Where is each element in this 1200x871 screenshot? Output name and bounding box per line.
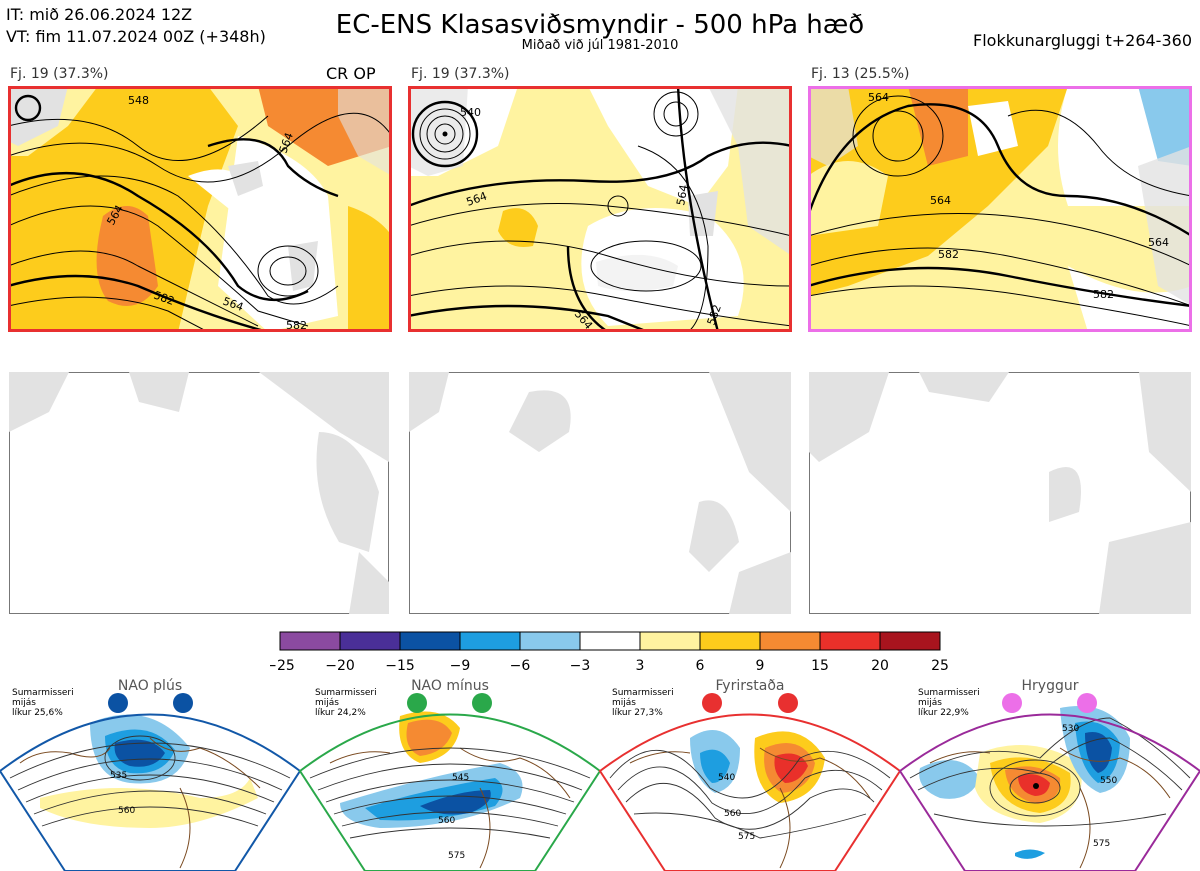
regime-note: Sumarmisseri xyxy=(918,688,980,698)
page-title: EC-ENS Klasasviðsmyndir - 500 hPa hæð xyxy=(335,10,865,40)
empty-map-2 xyxy=(409,372,791,614)
regime-note: líkur 24,2% xyxy=(315,708,366,718)
colorbar-tick-label: 3 xyxy=(636,658,645,674)
regime-note: Sumarmisseri xyxy=(315,688,377,698)
cluster-1-label: Fj. 19 (37.3%) xyxy=(10,66,109,82)
contour-label: 535 xyxy=(110,771,127,781)
colorbar-tick-label: 20 xyxy=(871,658,889,674)
regime-note: mijás xyxy=(315,698,339,708)
init-time: IT: mið 26.06.2024 12Z xyxy=(6,5,193,24)
colorbar: −25 −20 −15 −9 −6 −3 3 6 9 15 20 25 xyxy=(270,631,949,674)
contour-label: 560 xyxy=(438,816,455,826)
colorbar-tick-label: −20 xyxy=(325,658,355,674)
regime-name: Hryggur xyxy=(1022,678,1079,694)
colorbar-bin xyxy=(699,631,761,651)
colorbar-tick-label: −25 xyxy=(270,658,295,674)
cluster-3-frame xyxy=(808,86,1192,332)
colorbar-bin xyxy=(639,631,701,651)
colorbar-bin xyxy=(459,631,521,651)
regime-note: líkur 27,3% xyxy=(612,708,663,718)
regime-block xyxy=(598,693,902,871)
cluster-1-badge: CR OP xyxy=(326,64,376,83)
regime-note: Sumarmisseri xyxy=(612,688,674,698)
contour-label: 550 xyxy=(1100,776,1117,786)
regime-note: mijás xyxy=(12,698,36,708)
regime-note: líkur 22,9% xyxy=(918,708,969,718)
colorbar-bins xyxy=(279,631,941,651)
contour-label: 582 xyxy=(1093,288,1114,301)
cluster-2-label: Fj. 19 (37.3%) xyxy=(411,66,510,82)
regime-note: mijás xyxy=(918,698,942,708)
colorbar-tick-label: −15 xyxy=(385,658,415,674)
contour-label: 575 xyxy=(448,851,465,861)
contour-label: 564 xyxy=(930,194,951,207)
contour-label: 540 xyxy=(718,773,735,783)
regime-nao-plus xyxy=(0,693,302,871)
contour-label: 575 xyxy=(1093,839,1110,849)
colorbar-tick-label: 6 xyxy=(696,658,705,674)
colorbar-bin xyxy=(819,631,881,651)
cluster-1-frame xyxy=(8,86,392,332)
contour-label: 564 xyxy=(868,91,889,104)
colorbar-tick-label: 9 xyxy=(756,658,765,674)
empty-map-1 xyxy=(9,372,389,614)
regime-panels: NAO plús NAO mínus Fyrirstaða Hryggur Su… xyxy=(0,678,1200,871)
colorbar-bin xyxy=(399,631,461,651)
colorbar-bin xyxy=(279,631,341,651)
regime-name: Fyrirstaða xyxy=(716,678,785,694)
contour-label: 560 xyxy=(724,809,741,819)
contour-label: 560 xyxy=(118,806,135,816)
regime-name: NAO mínus xyxy=(411,678,489,694)
regime-note: líkur 25,6% xyxy=(12,708,63,718)
cluster-2-map: 540 564 564 564 582 xyxy=(408,86,792,332)
valid-time: VT: fim 11.07.2024 00Z (+348h) xyxy=(6,27,266,46)
regime-nao-minus xyxy=(298,693,602,871)
contour-label: 564 xyxy=(1148,236,1169,249)
colorbar-tick-label: −6 xyxy=(510,658,531,674)
colorbar-bin xyxy=(519,631,581,651)
colorbar-tick-label: 15 xyxy=(811,658,829,674)
run-info: IT: mið 26.06.2024 12Z VT: fim 11.07.202… xyxy=(6,4,266,48)
contour-label: 564 xyxy=(674,184,690,207)
regime-ridge xyxy=(898,693,1200,871)
colorbar-bin xyxy=(579,631,641,651)
empty-map-3 xyxy=(809,372,1191,614)
regime-note: Sumarmisseri xyxy=(12,688,74,698)
contour-label: 582 xyxy=(938,248,959,261)
cluster-3-map: 564 564 582 564 582 xyxy=(808,86,1192,332)
contour-label: 582 xyxy=(286,319,307,332)
contour-label: 548 xyxy=(128,94,149,107)
colorbar-tick-label: −9 xyxy=(450,658,471,674)
colorbar-bin xyxy=(759,631,821,651)
colorbar-tick-label: 25 xyxy=(931,658,949,674)
cluster-1-map: 548 564 564 582 564 582 xyxy=(8,86,392,332)
contour-label: 530 xyxy=(1062,724,1079,734)
colorbar-ticks: −25 −20 −15 −9 −6 −3 3 6 9 15 20 25 xyxy=(270,658,949,674)
cluster-3-label: Fj. 13 (25.5%) xyxy=(811,66,910,82)
page-subtitle: Miðað við júl 1981-2010 xyxy=(521,38,679,53)
colorbar-tick-label: −3 xyxy=(570,658,591,674)
colorbar-bin xyxy=(879,631,941,651)
contour-label: 540 xyxy=(460,106,481,119)
contour-label: 545 xyxy=(452,773,469,783)
regime-name: NAO plús xyxy=(118,678,182,694)
classification-window: Flokkunargluggi t+264-360 xyxy=(973,31,1192,50)
regime-note: mijás xyxy=(612,698,636,708)
cluster-2-frame xyxy=(408,86,792,332)
colorbar-bin xyxy=(339,631,401,651)
contour-label: 575 xyxy=(738,832,755,842)
